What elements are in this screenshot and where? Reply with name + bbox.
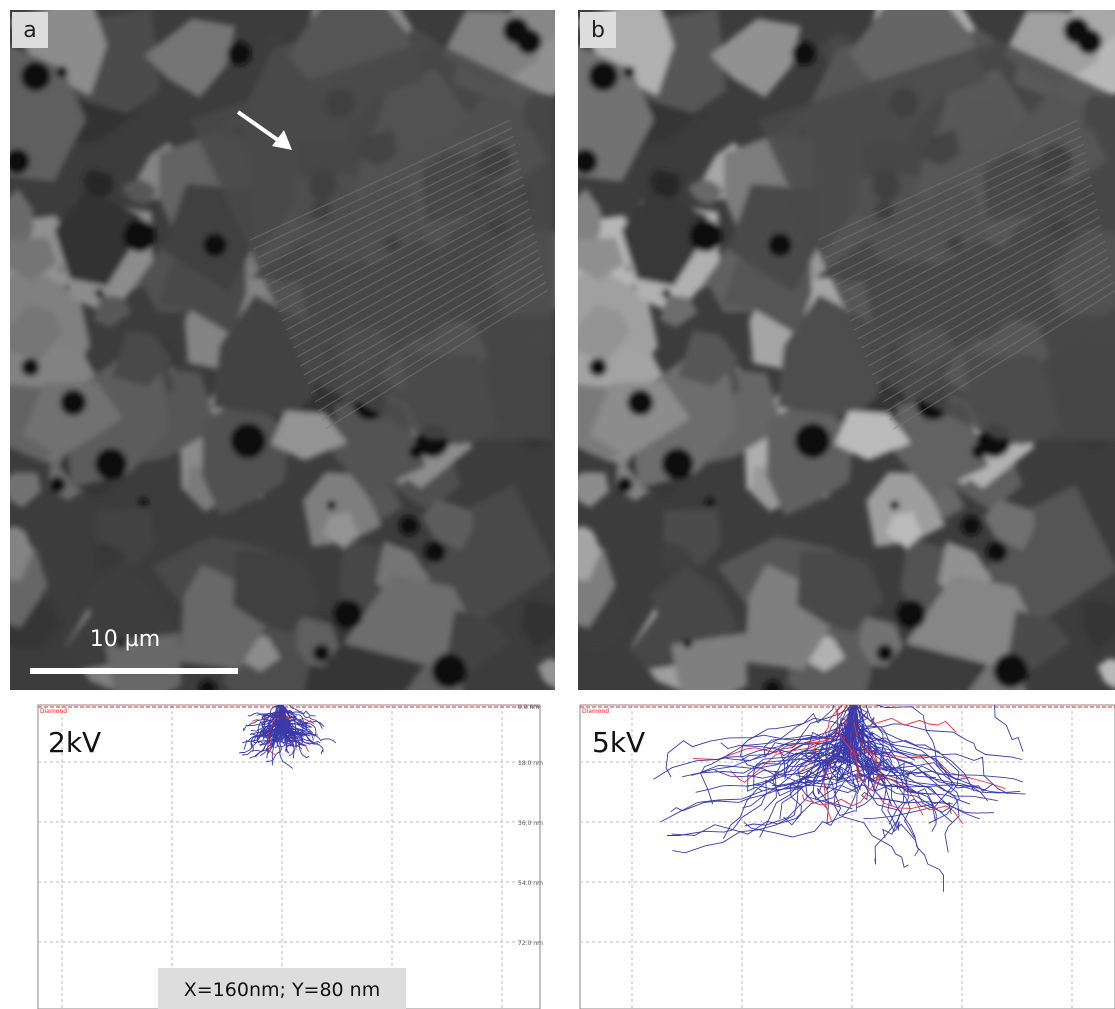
pore [876, 645, 893, 662]
pore [764, 680, 781, 697]
figure: a b 10 µm Diamond Diamond 2kV 5kV X=160n… [0, 0, 1115, 1009]
pore [21, 61, 51, 91]
pore [795, 423, 830, 458]
pore [624, 66, 635, 77]
pore [705, 498, 714, 507]
pore [333, 600, 362, 629]
pore [890, 501, 899, 510]
page: {"panels":[{"label":"a","scale_bar":"10 … [0, 0, 1115, 1009]
material: Diamond [40, 708, 67, 715]
sim-frame [38, 705, 540, 1009]
depth-label: 36.0 nm [518, 820, 543, 827]
pore [49, 477, 65, 493]
voltage: 2kV [48, 726, 101, 759]
panel-label: a [23, 18, 36, 43]
pore [662, 289, 671, 298]
depth-label: 54.0 nm [518, 880, 543, 887]
sem-image-b [521, 0, 1115, 749]
footer: X=160nm; Y=80 nm [184, 979, 381, 1001]
pore [139, 498, 148, 507]
pore [503, 17, 529, 43]
depth-label: 0.0 nm [518, 704, 539, 711]
pore [95, 448, 127, 480]
pore [1064, 17, 1090, 43]
pore [986, 541, 1007, 562]
pore [123, 220, 155, 252]
pore [683, 639, 692, 648]
pore [572, 149, 597, 174]
pore [897, 600, 926, 629]
pore [690, 220, 722, 252]
pore [617, 477, 633, 493]
grain [671, 633, 747, 709]
pore [993, 653, 1028, 688]
material: Diamond [582, 708, 609, 715]
pore [792, 42, 816, 66]
pore [95, 289, 104, 298]
pore [4, 149, 29, 174]
depth-label: 18.0 nm [518, 760, 543, 767]
pore [768, 233, 792, 257]
pore [399, 516, 419, 536]
pore [627, 390, 653, 416]
panel-label: b [591, 18, 605, 43]
pore [56, 66, 67, 77]
scale-bar-label: 10 µm [90, 627, 160, 652]
pore [199, 680, 216, 697]
pore [203, 233, 227, 257]
pore [313, 645, 330, 662]
pore [21, 358, 39, 376]
pore [588, 61, 618, 91]
pore [662, 448, 694, 480]
depth-label: 72.0 nm [518, 940, 543, 947]
pore [327, 501, 336, 510]
pore [227, 42, 251, 66]
pore [60, 390, 86, 416]
voltage: 5kV [592, 726, 645, 759]
pore [961, 516, 981, 536]
pore [425, 541, 446, 562]
scale-bar [30, 668, 238, 674]
pore [230, 423, 265, 458]
pore [589, 358, 607, 376]
pore [432, 653, 467, 688]
